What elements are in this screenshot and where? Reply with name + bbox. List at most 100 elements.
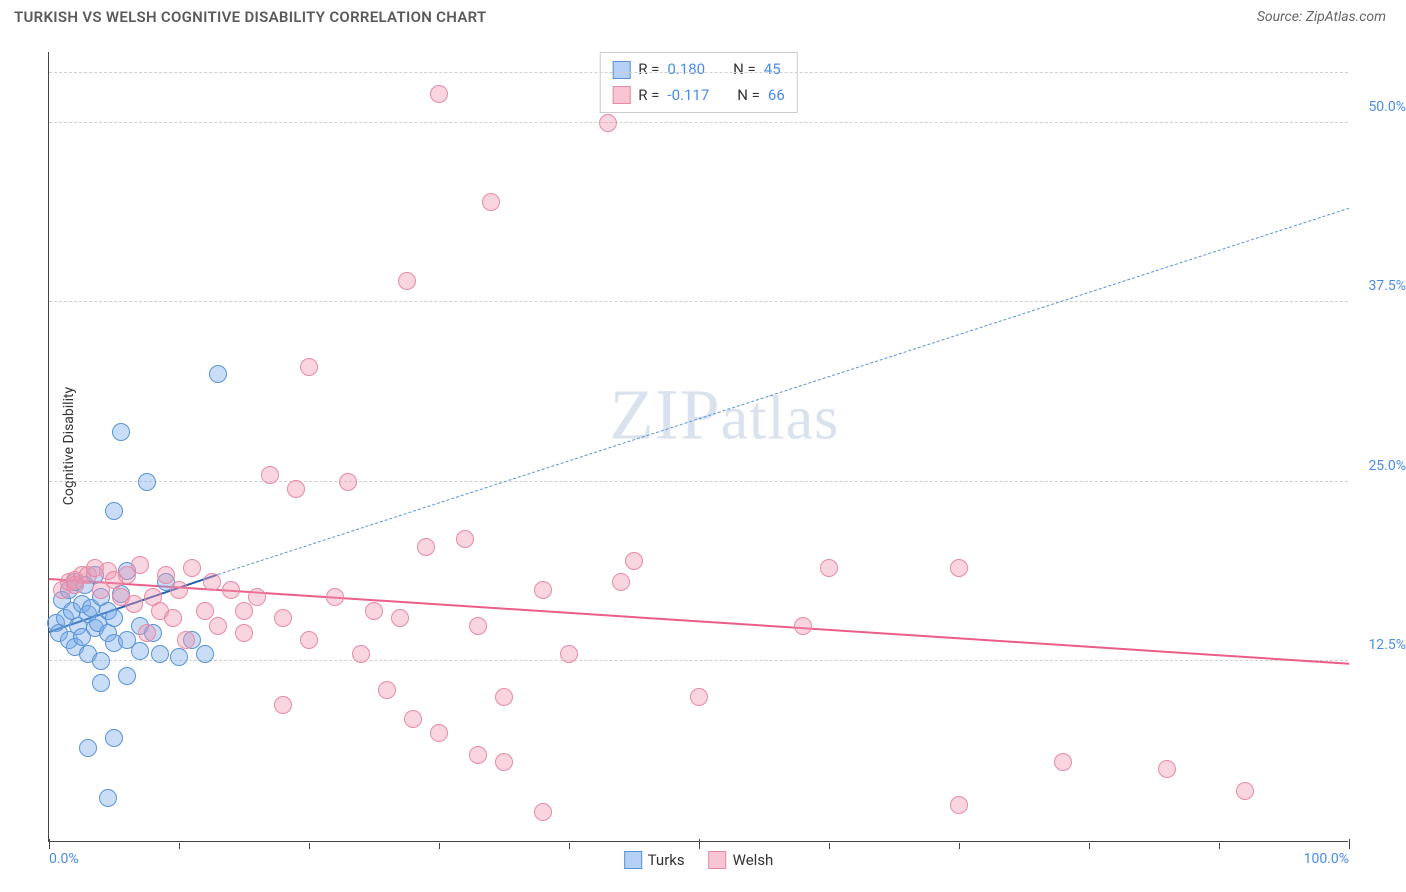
legend-label: Turks (648, 851, 685, 869)
data-point (326, 588, 344, 606)
data-point (157, 566, 175, 584)
data-point (469, 617, 487, 635)
data-point (170, 648, 188, 666)
legend-n-value: 66 (768, 83, 785, 109)
x-tick (439, 843, 440, 849)
gridline (49, 72, 1348, 73)
x-tick (309, 843, 310, 849)
data-point (482, 193, 500, 211)
gridline (49, 660, 1348, 661)
data-point (599, 114, 617, 132)
data-point (1158, 760, 1176, 778)
gridline (49, 301, 1348, 302)
data-point (404, 710, 422, 728)
data-point (203, 573, 221, 591)
chart-title: TURKISH VS WELSH COGNITIVE DISABILITY CO… (14, 8, 487, 26)
y-tick-label: 25.0% (1368, 458, 1406, 474)
data-point (534, 803, 552, 821)
y-tick-label: 12.5% (1368, 637, 1406, 653)
x-tick (1349, 839, 1350, 849)
data-point (222, 581, 240, 599)
data-point (950, 559, 968, 577)
data-point (131, 556, 149, 574)
legend-swatch (612, 86, 630, 104)
x-tick (829, 843, 830, 849)
chart-header: TURKISH VS WELSH COGNITIVE DISABILITY CO… (0, 0, 1406, 30)
x-tick (179, 843, 180, 849)
gridline (49, 481, 1348, 482)
x-tick (1089, 843, 1090, 849)
data-point (112, 423, 130, 441)
scatter-chart: ZIPatlas R = 0.180 N = 45R = -0.117 N = 66… (48, 52, 1348, 842)
data-point (131, 642, 149, 660)
data-point (183, 559, 201, 577)
legend-r-value: 0.180 (667, 57, 705, 83)
data-point (177, 631, 195, 649)
x-tick (959, 843, 960, 849)
data-point (235, 624, 253, 642)
data-point (248, 588, 266, 606)
legend-item: Turks (624, 851, 685, 869)
data-point (274, 696, 292, 714)
data-point (196, 602, 214, 620)
legend-n-value: 45 (764, 57, 781, 83)
data-point (151, 645, 169, 663)
data-point (378, 681, 396, 699)
legend-n-label: N = (733, 57, 756, 83)
data-point (820, 559, 838, 577)
data-point (690, 688, 708, 706)
legend-r-label: R = (638, 83, 659, 109)
data-point (99, 789, 117, 807)
x-tick (569, 843, 570, 849)
data-point (92, 652, 110, 670)
legend-r-value: -0.117 (667, 83, 709, 109)
data-point (138, 473, 156, 491)
data-point (261, 466, 279, 484)
y-tick-label: 37.5% (1368, 278, 1406, 294)
data-point (794, 617, 812, 635)
y-tick-label: 50.0% (1368, 99, 1406, 115)
x-tick (699, 839, 700, 849)
trend-line (49, 578, 1349, 665)
x-tick-label: 100.0% (1304, 851, 1349, 867)
legend-item: Welsh (709, 851, 774, 869)
x-tick-label: 0.0% (49, 851, 79, 867)
legend-label: Welsh (733, 851, 774, 869)
data-point (560, 645, 578, 663)
legend-row: R = -0.117 N = 66 (612, 83, 785, 109)
data-point (235, 602, 253, 620)
legend-swatch (709, 851, 727, 869)
x-tick (1219, 843, 1220, 849)
source-prefix: Source: (1257, 9, 1306, 25)
data-point (118, 667, 136, 685)
data-point (209, 365, 227, 383)
data-point (300, 358, 318, 376)
watermark-atlas: atlas (721, 384, 840, 452)
trend-line (218, 208, 1349, 575)
data-point (105, 609, 123, 627)
source-credit: Source: ZipAtlas.com (1257, 9, 1386, 25)
data-point (92, 674, 110, 692)
data-point (469, 746, 487, 764)
legend-swatch (612, 61, 630, 79)
data-point (79, 739, 97, 757)
data-point (365, 602, 383, 620)
data-point (105, 502, 123, 520)
data-point (352, 645, 370, 663)
data-point (391, 609, 409, 627)
data-point (417, 538, 435, 556)
data-point (1054, 753, 1072, 771)
data-point (138, 624, 156, 642)
watermark: ZIPatlas (610, 373, 840, 456)
data-point (287, 480, 305, 498)
data-point (164, 609, 182, 627)
data-point (300, 631, 318, 649)
gridline (49, 122, 1348, 123)
legend-swatch (624, 851, 642, 869)
data-point (456, 530, 474, 548)
data-point (1236, 782, 1254, 800)
data-point (430, 85, 448, 103)
legend-n-label: N = (737, 83, 760, 109)
series-legend: Turks Welsh (624, 851, 774, 869)
data-point (105, 729, 123, 747)
